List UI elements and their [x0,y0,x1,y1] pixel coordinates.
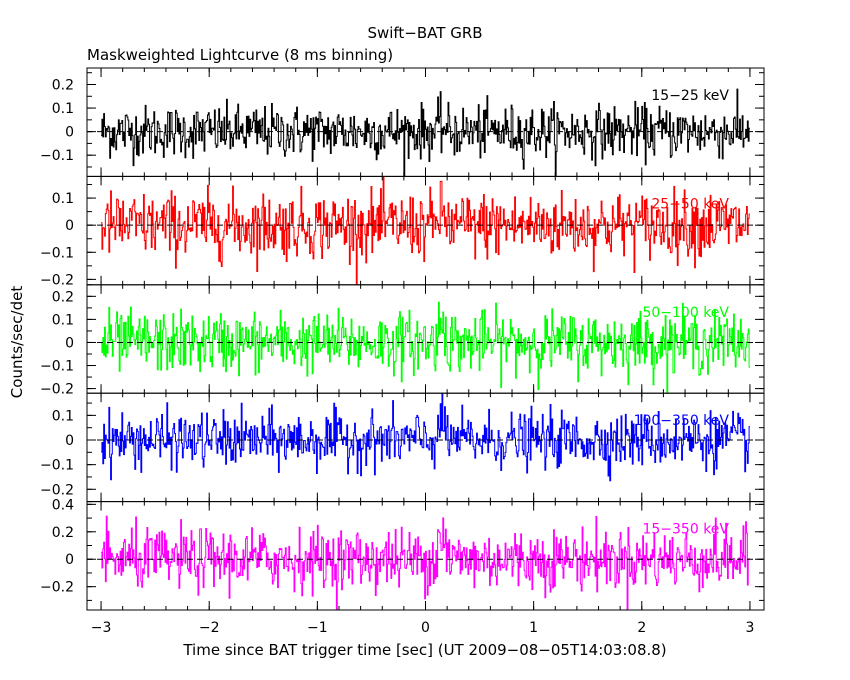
x-tick-label: 2 [637,620,646,636]
y-tick-label: 0.2 [52,525,74,541]
y-tick-label: −0.2 [40,482,74,498]
series-label-3: 50−100 keV [642,305,729,321]
x-axis-label: Time since BAT trigger time [sec] (UT 20… [182,641,666,659]
y-tick-label: 0.1 [52,312,74,328]
panel-5: −0.2 0 0.2 0.4 15−350 keV [40,497,765,611]
series-line-3 [101,301,750,394]
y-tick-label: 0.2 [52,77,74,93]
y-tick-label: 0.2 [52,289,74,305]
y-tick-label: 0.1 [52,191,74,207]
x-tick-label: −1 [307,620,328,636]
series-label-2: 25−50 keV [651,196,729,212]
panel-2: −0.2 −0.1 0 0.1 25−50 keV [40,175,765,288]
panel-4: −0.2 −0.1 0 0.1 100−350 keV [40,392,765,503]
series-line-5 [101,515,750,611]
y-tick-label: 0 [65,433,74,449]
y-tick-label: −0.2 [40,272,74,288]
y-tick-label: −0.2 [40,382,74,398]
y-tick-label: 0 [65,335,74,351]
y-tick-label: 0 [65,218,74,234]
series-label-5: 15−350 keV [642,522,729,538]
series-line-4 [101,393,750,482]
y-tick-label: −0.2 [40,580,74,596]
series-line-1 [101,88,750,177]
x-tick-label: −2 [199,620,220,636]
panels-group: −0.1 0 0.1 0.2 15−25 keV −0.2 −0.1 0 0.1 25−50 ke… [40,67,765,636]
y-tick-label: −0.1 [40,359,74,375]
y-tick-label: 0 [65,125,74,141]
y-tick-label: 0.1 [52,101,74,117]
y-tick-label: 0 [65,552,74,568]
y-tick-label: 0.1 [52,408,74,424]
chart-subtitle: Maskweighted Lightcurve (8 ms binning) [87,46,393,64]
panel-1: −0.1 0 0.1 0.2 15−25 keV [40,67,765,177]
x-tick-label: 0 [421,620,430,636]
series-label-4: 100−350 keV [634,413,730,429]
x-tick-label: −3 [91,620,112,636]
chart-title: Swift−BAT GRB [367,24,482,42]
y-tick-label: −0.1 [40,458,74,474]
y-tick-label: 0.4 [52,497,74,513]
x-tick-label: 3 [745,620,754,636]
y-tick-label: −0.1 [40,245,74,261]
x-tick-label: 1 [529,620,538,636]
series-label-1: 15−25 keV [651,88,729,104]
panel-3: −0.2 −0.1 0 0.1 0.2 50−100 keV [40,284,765,398]
y-tick-label: −0.1 [40,148,74,164]
series-line-2 [101,176,750,285]
y-axis-label: Counts/sec/det [8,286,26,399]
